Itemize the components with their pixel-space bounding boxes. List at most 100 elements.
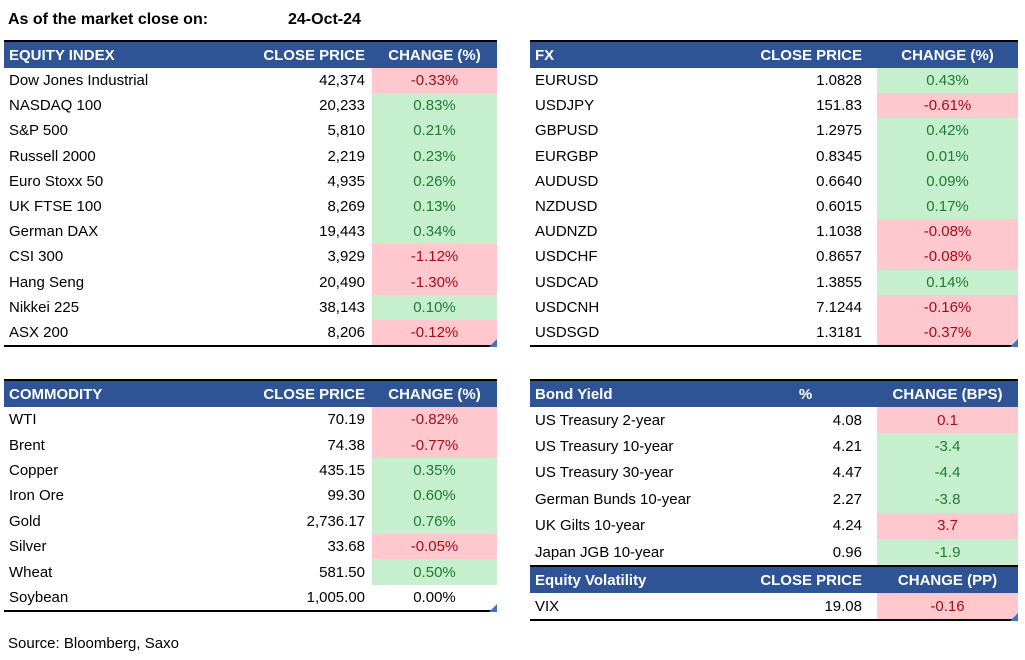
change-cell: 0.35% [372,457,497,484]
table-title: Equity Volatility [535,571,647,589]
instrument-name-cell: USDSGD [535,323,600,341]
close-price-cell: 7.1244 [816,298,862,316]
table-row: ASX 200 8,206 -0.12% [4,319,497,346]
close-price-cell: 19.08 [824,597,862,615]
instrument-name-cell: USDJPY [535,97,595,115]
change-header: CHANGE (%) [388,46,481,64]
change-cell: -0.77% [372,432,497,458]
table-row: Euro Stoxx 50 4,935 0.26% [4,168,497,194]
close-price-header: CLOSE PRICE [263,385,365,403]
instrument-name-cell: US Treasury 30-year [535,464,674,482]
table-header-row: COMMODITY CLOSE PRICE CHANGE (%) [4,381,497,407]
close-price-cell: 151.83 [816,97,862,115]
instrument-name-cell: Soybean [9,588,69,606]
table-row: German Bunds 10-year 2.27 -3.8 [530,486,1018,513]
table-row: Gold 2,736.17 0.76% [4,508,497,534]
change-cell: 0.42% [877,118,1018,144]
table-row: German DAX 19,443 0.34% [4,219,497,245]
equity-index-table: EQUITY INDEX CLOSE PRICE CHANGE (%) Dow Jon… [4,40,497,348]
change-cell: 0.10% [372,294,497,320]
source-note: Source: Bloomberg, Saxo [8,635,179,652]
change-header: CHANGE (BPS) [892,385,1003,403]
close-price-cell: 2,219 [327,147,365,165]
as-of-label: As of the market close on: [8,11,209,28]
close-price-cell: 8,206 [327,323,365,341]
table-row: Brent 74.38 -0.77% [4,432,497,458]
table-row: NASDAQ 100 20,233 0.83% [4,93,497,119]
table-row: USDCAD 1.3855 0.14% [530,269,1018,295]
close-price-cell: 4.24 [832,517,862,535]
table-title: EQUITY INDEX [9,46,115,64]
table-row: US Treasury 2-year 4.08 0.1 [530,407,1018,434]
table-row: AUDUSD 0.6640 0.09% [530,168,1018,194]
instrument-name-cell: Euro Stoxx 50 [9,172,104,190]
change-cell: -0.16 [877,593,1018,619]
table-header-row: Bond Yield% CHANGE (BPS) [530,381,1018,407]
instrument-name-cell: German DAX [9,223,99,241]
table-row: US Treasury 10-year 4.21 -3.4 [530,433,1018,460]
close-price-cell: 0.6015 [816,198,862,216]
equity-volatility-table: Equity Volatility CLOSE PRICE CHANGE (PP) V… [530,565,1018,621]
instrument-name-cell: Dow Jones Industrial [9,72,149,90]
table-row: USDSGD 1.3181 -0.37% [530,319,1018,346]
change-cell: -0.33% [372,68,497,94]
instrument-name-cell: Iron Ore [9,487,65,505]
instrument-name-cell: WTI [9,411,37,429]
table-row: UK Gilts 10-year 4.24 3.7 [530,512,1018,539]
instrument-name-cell: CSI 300 [9,248,64,266]
close-price-cell: 70.19 [327,411,365,429]
change-cell: -0.61% [877,93,1018,119]
range-corner-icon [489,339,497,348]
close-price-cell: 8,269 [327,198,365,216]
instrument-name-cell: US Treasury 10-year [535,438,674,456]
change-cell: 0.17% [877,193,1018,220]
table-row: Nikkei 225 38,143 0.10% [4,294,497,320]
instrument-name-cell: NZDUSD [535,198,598,216]
close-price-cell: 1.2975 [816,122,862,140]
table-row: EURGBP 0.8345 0.01% [530,143,1018,169]
change-cell: -0.08% [877,244,1018,270]
table-row: Soybean 1,005.00 0.00% [4,585,497,610]
table-row: VIX 19.08 -0.16 [530,593,1018,619]
table-row: USDJPY 151.83 -0.61% [530,93,1018,119]
change-cell: 0.83% [372,93,497,119]
instrument-name-cell: Silver [9,538,47,556]
change-cell: 0.50% [372,559,497,585]
table-row: Russell 2000 2,219 0.23% [4,143,497,169]
table-row: NZDUSD 0.6015 0.17% [530,193,1018,220]
close-price-cell: 19,443 [319,223,365,241]
close-price-cell: 0.96 [832,543,862,561]
close-price-cell: 0.6640 [816,172,862,190]
table-row: S&P 500 5,810 0.21% [4,118,497,144]
instrument-name-cell: Brent [9,436,45,454]
table-row: Silver 33.68 -0.05% [4,533,497,560]
close-price-header: CLOSE PRICE [263,46,365,64]
change-cell: 0.34% [372,219,497,245]
close-price-cell: 0.8657 [816,248,862,266]
close-price-cell: 1.3181 [816,323,862,341]
instrument-name-cell: UK Gilts 10-year [535,517,646,535]
instrument-name-cell: ASX 200 [9,323,69,341]
close-price-cell: 20,233 [319,97,365,115]
table-header-row: EQUITY INDEX CLOSE PRICE CHANGE (%) [4,42,497,68]
table-row: USDCNH 7.1244 -0.16% [530,294,1018,320]
table-row: Wheat 581.50 0.50% [4,559,497,585]
instrument-name-cell: EURUSD [535,72,599,90]
close-price-cell: 435.15 [319,461,365,479]
table-row: EURUSD 1.0828 0.43% [530,68,1018,94]
change-cell: 0.43% [877,68,1018,94]
close-price-cell: 4,935 [327,172,365,190]
change-cell: 3.7 [877,512,1018,539]
close-price-cell: 42,374 [319,72,365,90]
instrument-name-cell: Wheat [9,563,53,581]
change-cell: -0.08% [877,219,1018,245]
instrument-name-cell: VIX [535,597,560,615]
instrument-name-cell: German Bunds 10-year [535,490,691,508]
close-price-cell: 99.30 [327,487,365,505]
instrument-name-cell: Russell 2000 [9,147,96,165]
instrument-name-cell: AUDNZD [535,223,598,241]
change-cell: 0.14% [877,269,1018,295]
close-price-cell: 0.8345 [816,147,862,165]
close-price-cell: 1.3855 [816,273,862,291]
change-header: CHANGE (%) [388,385,481,403]
